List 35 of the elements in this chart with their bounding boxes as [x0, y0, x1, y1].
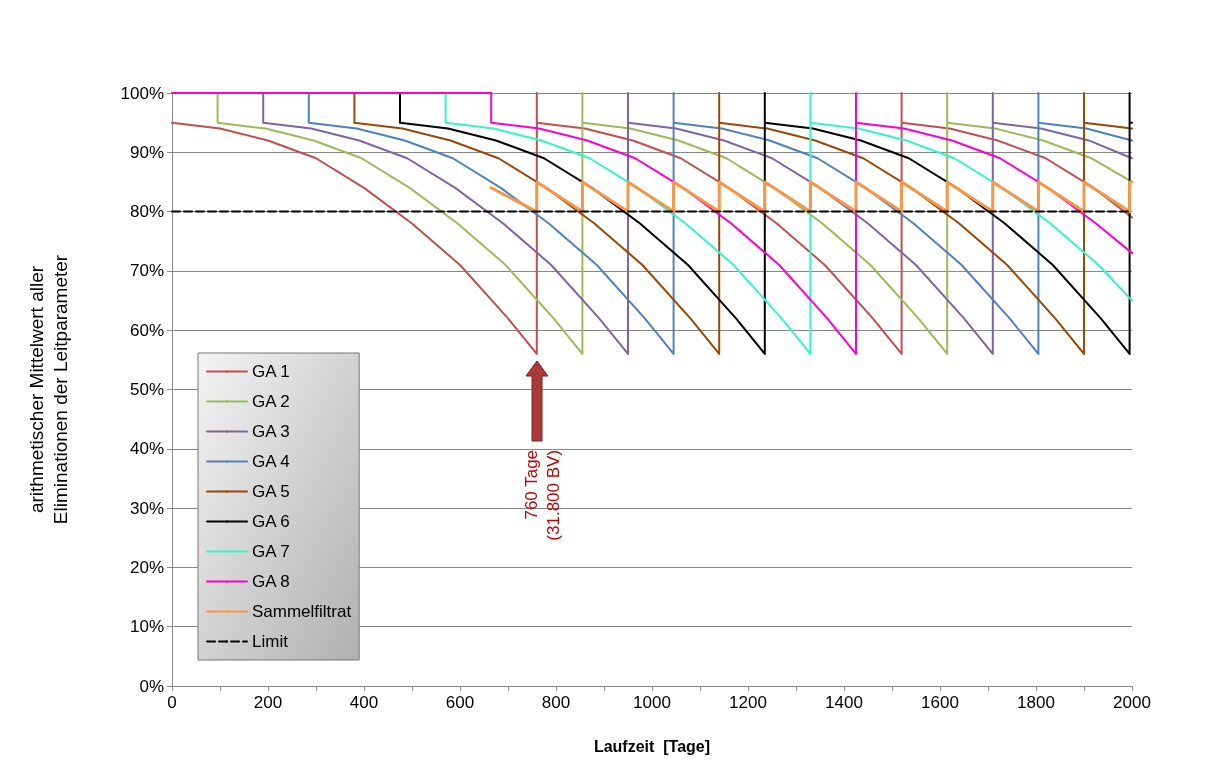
legend-label: GA 2: [252, 392, 290, 411]
x-tick-label: 1400: [825, 693, 863, 712]
legend-label: GA 3: [252, 422, 290, 441]
y-tick-label: 80%: [129, 202, 164, 222]
y-tick-label: 50%: [129, 380, 164, 399]
legend-label: Sammelfiltrat: [252, 602, 352, 621]
annotation: 760 Tage (31.800 BV): [522, 449, 564, 541]
y-tick-label: 90%: [129, 142, 164, 162]
x-tick-label: 2000: [1113, 693, 1151, 712]
y-tick-label: 30%: [129, 498, 164, 518]
legend-label: GA 5: [252, 482, 290, 501]
legend-label: GA 1: [252, 362, 290, 381]
y-tick-label: 60%: [129, 320, 164, 340]
x-tick-label: 600: [445, 693, 475, 712]
x-tick-label: 1600: [921, 693, 959, 712]
y-tick-label: 10%: [129, 617, 164, 637]
x-tick-label: 0: [167, 693, 177, 712]
y-tick-label: 0%: [139, 676, 164, 696]
x-axis-title: Laufzeit [Tage]: [593, 737, 711, 755]
y-tick-label: 20%: [129, 557, 164, 577]
y-tick-label: 40%: [129, 439, 164, 459]
y-tick-label: 70%: [129, 261, 164, 281]
y-axis-title: arithmetischer Mittelwert aller Eliminationen der Leitparameter: [25, 254, 71, 525]
x-tick-label: 800: [541, 693, 571, 712]
legend-label: GA 6: [252, 512, 290, 531]
x-tick-label: 400: [349, 693, 379, 712]
legend-label: GA 4: [252, 452, 290, 471]
legend-label: GA 7: [252, 542, 290, 561]
y-tick-label: 100%: [120, 83, 164, 103]
legend-label: Limit: [252, 632, 289, 651]
legend-label: GA 8: [252, 572, 290, 591]
x-tick-label: 1800: [1017, 693, 1055, 712]
x-tick-label: 1000: [633, 693, 671, 712]
x-tick-label: 200: [253, 693, 283, 712]
x-tick-label: 1200: [729, 693, 767, 712]
